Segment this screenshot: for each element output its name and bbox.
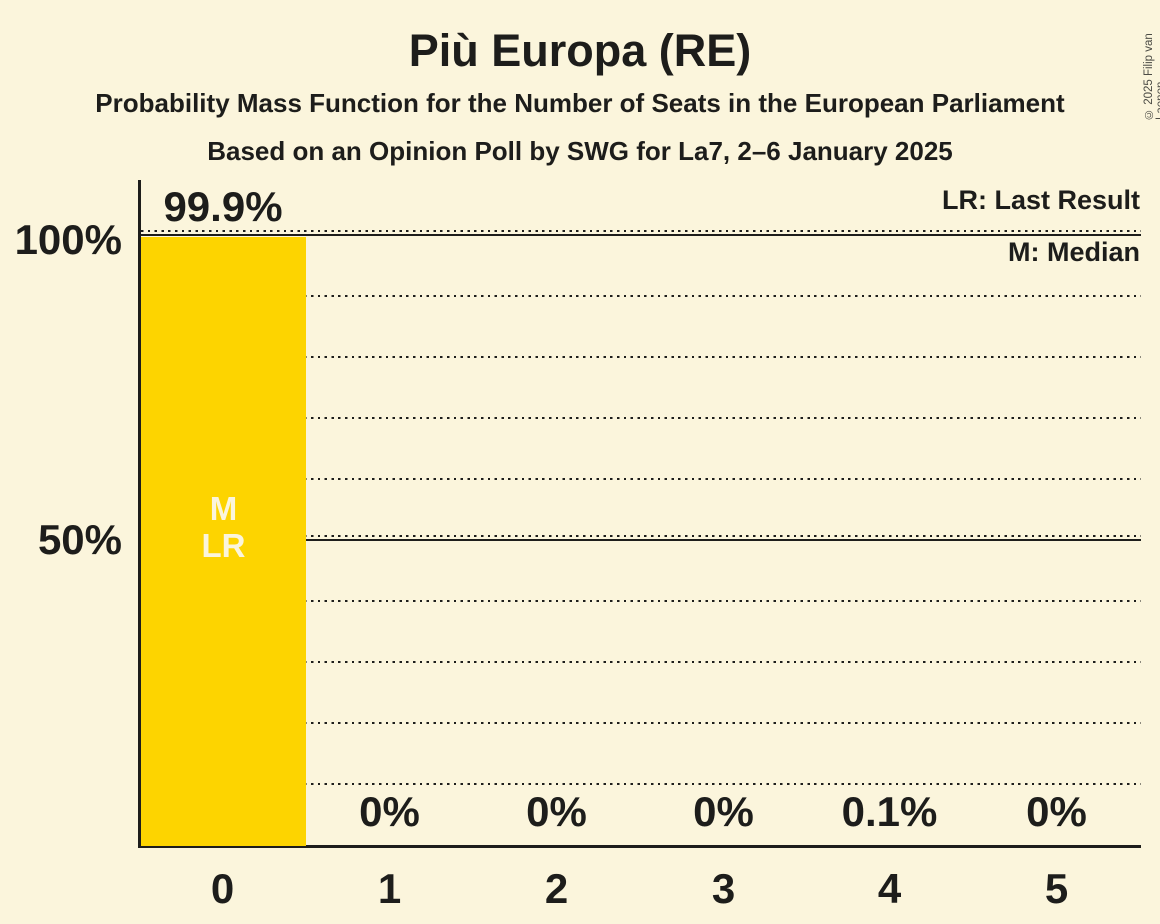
x-tick-5: 5 [1044,865,1069,912]
median-last-result-marker: M LR [141,490,306,564]
x-tick-2: 2 [544,865,569,912]
gridline-50-solid [141,539,1141,541]
gridline-40 [141,600,1141,602]
gridline-70 [141,417,1141,419]
gridline-20 [141,722,1141,724]
x-axis-line [138,845,1141,848]
bar-value-label-0: 99.9% [163,183,283,230]
legend-last-result: LR: Last Result [941,185,1140,215]
x-tick-0: 0 [210,865,235,912]
gridline-100-solid [141,234,1141,236]
gridline-50-dotted [141,535,1141,537]
y-tick-100: 100% [14,216,122,263]
gridline-30 [141,661,1141,663]
chart-subtitle: Probability Mass Function for the Number… [95,88,1065,118]
x-tick-3: 3 [711,865,736,912]
y-tick-50: 50% [37,516,122,563]
value-label-3: 0% [693,788,754,835]
value-label-2: 0% [526,788,587,835]
legend-median: M: Median [1008,237,1140,267]
chart-title: Più Europa (RE) [408,25,752,76]
copyright-notice: © 2025 Filip van Laenen [1143,33,1160,120]
probability-bar-seats-0 [141,237,306,846]
gridline-100-dotted [141,230,1141,232]
last-result-marker: LR [201,527,246,564]
x-tick-4: 4 [877,865,902,912]
value-label-4: 0.1% [841,788,938,835]
value-label-5: 0% [1026,788,1087,835]
chart-source-line: Based on an Opinion Poll by SWG for La7,… [207,136,953,166]
x-tick-1: 1 [377,865,402,912]
gridline-90 [141,295,1141,297]
gridline-80 [141,356,1141,358]
median-marker: M [209,490,238,527]
gridline-60 [141,478,1141,480]
y-axis-line [138,180,141,848]
gridline-10 [141,783,1141,785]
value-label-1: 0% [359,788,420,835]
